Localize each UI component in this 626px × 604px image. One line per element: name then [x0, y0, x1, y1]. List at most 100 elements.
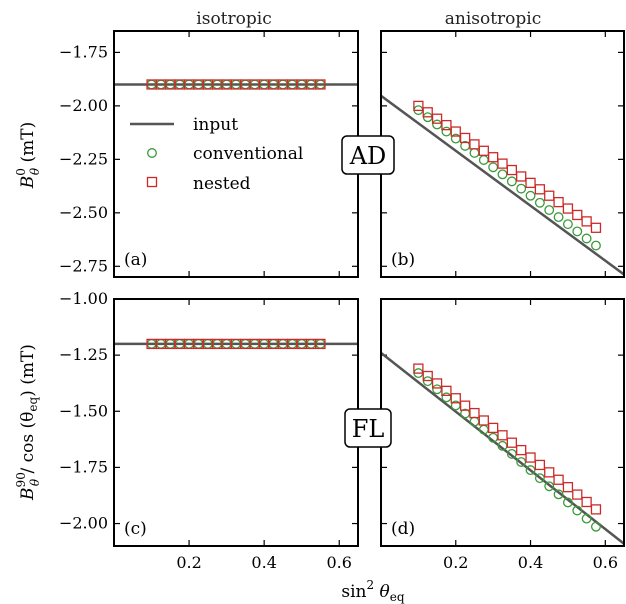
xtick-label-c-1: 0.4 — [251, 553, 276, 572]
point-nested-d-4 — [450, 393, 461, 404]
ytick-label-c-4: −1.00 — [59, 289, 108, 308]
point-conventional-d-1 — [422, 376, 433, 387]
point-conventional-d-6 — [469, 416, 480, 427]
point-conventional-b-7 — [478, 155, 489, 165]
ytick-label-a-3: −2.00 — [59, 96, 108, 115]
panel-b: (b) — [380, 30, 625, 278]
point-conventional-d-16 — [562, 497, 573, 508]
point-nested-a-18 — [315, 79, 326, 90]
legend-input-label: input — [193, 115, 238, 135]
point-conventional-d-13 — [534, 473, 545, 484]
ytick-label-c-3: −1.25 — [59, 345, 108, 364]
point-conventional-b-14 — [544, 205, 555, 215]
point-nested-b-11 — [516, 171, 527, 182]
xtick-label-d-0: 0.2 — [443, 553, 468, 572]
plot-area-b — [381, 94, 624, 276]
point-conventional-b-3 — [441, 126, 452, 137]
point-nested-b-8 — [488, 152, 499, 163]
legend-conventional-swatch — [147, 148, 157, 158]
point-conventional-d-3 — [441, 392, 452, 403]
point-nested-b-13 — [534, 184, 546, 195]
panel-c: −2.00 −1.75 −1.50 −1.25 −1.00 0.2 0.4 0.6 (c) — [59, 289, 359, 572]
point-conventional-b-13 — [534, 197, 545, 208]
panel-label-d: (d) — [391, 519, 415, 539]
point-nested-b-7 — [478, 145, 489, 156]
tag-FL-box — [344, 408, 392, 448]
point-conventional-d-18 — [581, 513, 592, 524]
legend: input conventional nested — [130, 115, 303, 194]
point-conventional-d-17 — [572, 505, 583, 516]
ytick-label-a-2: −2.25 — [59, 149, 108, 168]
frame-d — [380, 298, 625, 547]
point-nested-b-17 — [572, 209, 583, 221]
tag-FL-label: FL — [352, 415, 385, 443]
ytick-label-c-1: −1.75 — [59, 457, 108, 476]
point-conventional-b-12 — [525, 190, 536, 201]
point-conventional-d-15 — [553, 489, 564, 500]
ytick-label-c-2: −1.50 — [59, 401, 108, 420]
ylabel-bottom: B90θ / cos (θeq) (mT) — [14, 344, 42, 501]
point-nested-b-15 — [553, 196, 564, 208]
point-nested-b-0 — [413, 100, 424, 112]
frame-b — [380, 30, 625, 278]
plot-area-a — [114, 79, 358, 90]
point-nested-d-13 — [534, 459, 546, 471]
point-nested-d-14 — [544, 467, 555, 478]
point-nested-d-1 — [422, 370, 433, 382]
ytick-label-a-4: −1.75 — [59, 42, 108, 61]
point-nested-d-11 — [516, 444, 527, 456]
column-title-isotropic: isotropic — [196, 9, 271, 29]
point-nested-d-16 — [562, 482, 574, 493]
point-nested-b-9 — [497, 158, 508, 169]
point-nested-d-17 — [572, 489, 583, 500]
point-conventional-d-2 — [432, 384, 443, 395]
point-nested-d-0 — [413, 363, 424, 374]
point-nested-c-18 — [315, 338, 326, 350]
point-nested-d-12 — [525, 452, 536, 463]
point-conventional-b-10 — [506, 176, 517, 187]
tag-AD-label: AD — [349, 142, 387, 170]
point-nested-d-3 — [441, 385, 452, 396]
point-conventional-d-19 — [591, 521, 601, 532]
legend-nested-label: nested — [193, 174, 251, 194]
tag-AD: AD — [341, 135, 395, 175]
point-nested-b-18 — [581, 216, 592, 227]
point-nested-d-8 — [488, 422, 499, 434]
tag-AD-box — [341, 135, 395, 175]
point-nested-b-5 — [459, 132, 471, 144]
xtick-label-c-0: 0.2 — [176, 553, 201, 572]
panels-group: −2.75 −2.50 −2.25 −2.00 −1.75 (a) (b) −2.00 −1.7… — [59, 30, 625, 572]
xtick-label-d-1: 0.4 — [518, 553, 543, 572]
point-nested-d-10 — [506, 437, 517, 448]
point-nested-b-19 — [590, 222, 602, 233]
point-nested-d-9 — [497, 430, 508, 441]
point-nested-d-15 — [553, 474, 564, 485]
panel-label-b: (b) — [391, 250, 415, 270]
point-conventional-b-16 — [562, 219, 573, 230]
tag-FL: FL — [344, 408, 392, 448]
point-conventional-d-12 — [525, 465, 536, 476]
point-nested-b-1 — [422, 107, 433, 118]
point-nested-b-10 — [506, 164, 517, 176]
series-input-line-b — [381, 94, 624, 276]
point-conventional-b-17 — [572, 226, 583, 237]
point-conventional-b-18 — [581, 233, 592, 244]
point-nested-b-6 — [469, 139, 480, 150]
point-nested-b-12 — [525, 177, 536, 189]
series-input-line-d — [381, 351, 624, 545]
point-conventional-b-9 — [497, 169, 508, 180]
point-nested-b-4 — [450, 126, 461, 137]
point-nested-d-6 — [469, 407, 480, 419]
point-conventional-b-11 — [516, 183, 527, 194]
panel-label-a: (a) — [124, 250, 147, 270]
panel-label-c: (c) — [124, 519, 147, 539]
ylabel-top: B0θ (mT) — [14, 122, 42, 190]
xtick-label-c-2: 0.6 — [327, 553, 352, 572]
point-conventional-b-19 — [591, 240, 601, 251]
plot-area-d — [381, 351, 624, 545]
point-conventional-b-2 — [432, 119, 443, 130]
point-nested-d-5 — [459, 400, 471, 411]
legend-nested-swatch — [146, 176, 158, 188]
frame-c — [113, 298, 359, 547]
